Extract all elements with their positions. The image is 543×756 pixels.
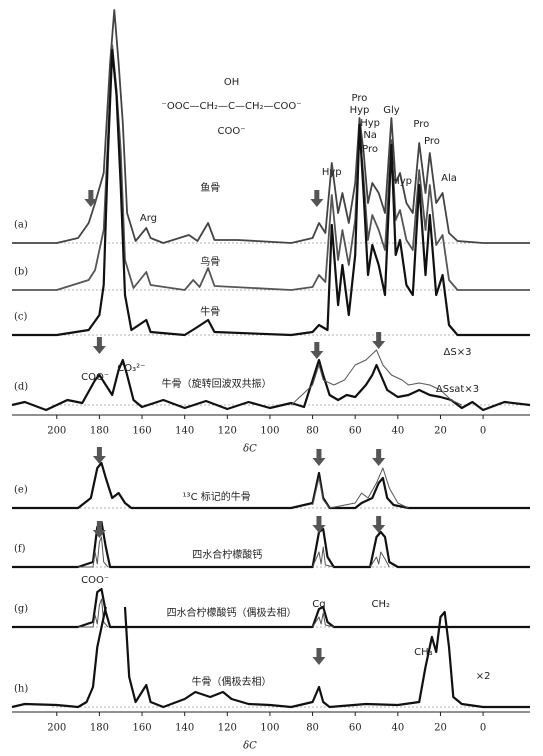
annotation: Na <box>363 130 377 141</box>
annotation: COO⁻ <box>81 575 109 586</box>
annotation: 鱼骨 <box>200 181 220 194</box>
x-tick-label: 140 <box>175 426 194 437</box>
series-label: (h) <box>14 684 28 695</box>
arrow <box>310 342 324 359</box>
x-tick-label: 140 <box>175 723 194 734</box>
series-label: (e) <box>14 485 28 496</box>
series-label: (d) <box>14 382 28 393</box>
arrow <box>84 190 98 207</box>
annotation: Ala <box>441 173 457 184</box>
arrow <box>92 337 106 354</box>
x-tick-label: 120 <box>218 426 237 437</box>
x-tick-label: 160 <box>132 723 151 734</box>
annotation: ΔS×3 <box>444 347 472 358</box>
annotation: Pro <box>352 93 368 104</box>
x-tick-label: 60 <box>349 723 362 734</box>
series-label: (c) <box>14 312 28 323</box>
x-tick-label: 200 <box>47 723 66 734</box>
x-tick-label: 180 <box>90 426 109 437</box>
x-tick-label: 20 <box>434 723 447 734</box>
annotation: CH₂ <box>372 599 391 610</box>
annotation: ¹³C 标记的牛骨 <box>183 490 251 503</box>
series-label: (g) <box>14 604 28 615</box>
annotation: Pro <box>362 144 378 155</box>
series-label: (b) <box>14 267 28 278</box>
annotation: OH <box>224 77 239 88</box>
x-tick-label: 0 <box>480 426 486 437</box>
x-tick-label: 180 <box>90 723 109 734</box>
arrow <box>312 449 326 466</box>
annotation: Hyp <box>350 105 370 116</box>
spectrum <box>12 9 530 244</box>
spectrum <box>12 44 530 291</box>
spectrum <box>12 461 530 510</box>
annotation: 牛骨（偶极去相） <box>192 675 272 688</box>
annotation: Cq <box>312 599 325 610</box>
arrow <box>312 516 326 533</box>
arrow <box>92 447 106 464</box>
x-tick-label: 0 <box>480 723 486 734</box>
x-tick-label: 100 <box>260 723 279 734</box>
annotation: 四水合柠檬酸钙 <box>192 548 262 561</box>
annotation: COO⁻ <box>218 126 246 137</box>
annotation: Pro <box>413 119 429 130</box>
annotation: 四水合柠檬酸钙（偶极去相） <box>167 606 297 619</box>
x-tick-label: 100 <box>260 426 279 437</box>
x-tick-label: 60 <box>349 426 362 437</box>
annotation: Arg <box>140 213 157 224</box>
arrow <box>372 516 386 533</box>
annotation: 牛骨（旋转回波双共振） <box>162 377 272 390</box>
x-tick-label: 160 <box>132 426 151 437</box>
x-tick-label: 80 <box>306 426 319 437</box>
annotation: Hyp <box>360 118 380 129</box>
annotation: Hyp <box>392 176 412 187</box>
x-tick-label: 120 <box>218 723 237 734</box>
spectrum <box>12 587 530 629</box>
x-axis-label: δC <box>243 444 257 455</box>
annotation: CO₃²⁻ <box>117 363 145 374</box>
x-axis-label: δC <box>243 741 257 752</box>
x-tick-label: 40 <box>391 426 404 437</box>
spectrum <box>11 606 530 709</box>
spectrum <box>290 349 463 406</box>
x-tick-label: 40 <box>391 723 404 734</box>
x-tick-label: 20 <box>434 426 447 437</box>
spectrum <box>11 358 531 412</box>
x-tick-label: 200 <box>47 426 66 437</box>
annotation: ×2 <box>476 671 491 682</box>
arrow <box>372 449 386 466</box>
spectrum <box>78 536 390 568</box>
spectrum <box>12 48 530 337</box>
annotation: 牛骨 <box>200 305 220 318</box>
x-tick-label: 80 <box>306 723 319 734</box>
spectrum <box>12 520 530 569</box>
annotation: Pro <box>424 136 440 147</box>
annotation: Gly <box>383 105 400 116</box>
arrow <box>310 190 324 207</box>
arrow <box>312 648 326 665</box>
annotation: CH₃ <box>414 647 433 658</box>
annotation: ⁻OOC—CH₂—C—CH₂—COO⁻ <box>162 101 302 112</box>
annotation: Hyp <box>322 167 342 178</box>
arrow <box>92 521 106 538</box>
series-label: (f) <box>14 544 26 555</box>
arrow <box>372 332 386 349</box>
series-label: (a) <box>14 220 28 231</box>
annotation: 鸟骨 <box>200 255 220 268</box>
annotation: ΔSsat×3 <box>436 384 479 395</box>
annotation: COO⁻ <box>81 372 109 383</box>
spectrum <box>312 467 409 509</box>
